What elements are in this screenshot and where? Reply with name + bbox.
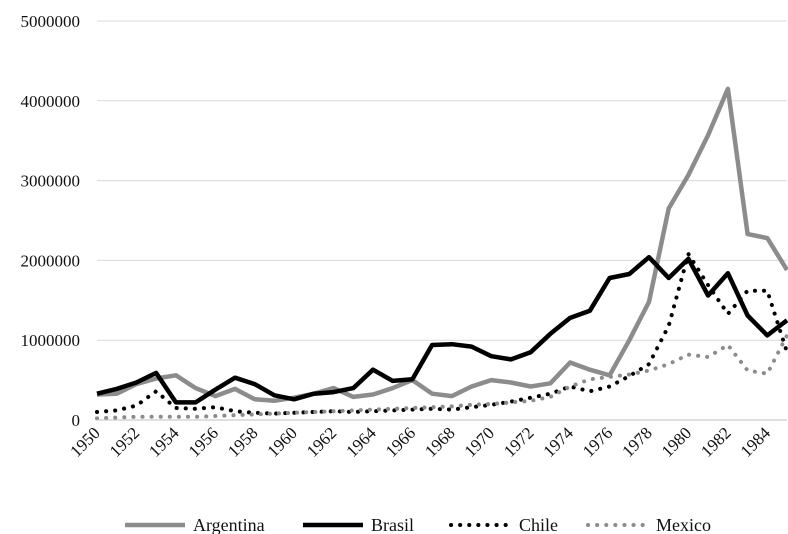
gridlines [97,20,787,341]
x-tick-label: 1956 [185,423,222,460]
y-tick-label: 0 [72,411,81,430]
x-axis-tick-labels: 1950 1952 1954 1956 1958 1960 1962 1964 1966 1968… [66,423,774,461]
series-line-argentina [96,86,788,404]
x-tick-label: 1984 [737,423,775,461]
legend-label-brasil: Brasil [371,515,414,534]
x-tick-label: 1974 [539,423,577,461]
x-tick-label: 1962 [303,423,340,460]
x-tick-label: 1980 [658,423,695,460]
x-tick-label: 1964 [342,423,380,461]
x-tick-label: 1970 [461,423,498,460]
x-tick-label: 1982 [697,423,734,460]
x-tick-label: 1968 [421,423,458,460]
y-tick-label: 4000000 [21,92,81,111]
x-tick-label: 1972 [500,423,537,460]
x-tick-label: 1966 [382,423,419,460]
y-tick-label: 3000000 [21,172,81,191]
x-tick-label: 1960 [263,423,300,460]
legend-label-mexico: Mexico [656,515,711,534]
y-tick-label: 2000000 [21,251,81,270]
y-tick-label: 1000000 [21,331,81,350]
x-tick-label: 1976 [579,423,616,460]
x-tick-label: 1952 [106,423,143,460]
x-tick-label: 1978 [618,423,655,460]
y-axis-tick-labels: 0 1000000 2000000 3000000 4000000 5000000 [21,12,81,430]
series-line-mexico [95,333,788,421]
y-tick-label: 5000000 [21,12,81,31]
x-tick-label: 1954 [145,423,183,461]
legend-label-argentina: Argentina [193,515,265,534]
series-lines [95,86,788,421]
legend-label-chile: Chile [519,515,558,534]
series-line-brasil [96,254,788,405]
x-tick-label: 1958 [224,423,261,460]
series-line-chile [95,252,788,416]
legend: Argentina Brasil Chile Mexico [125,515,711,534]
